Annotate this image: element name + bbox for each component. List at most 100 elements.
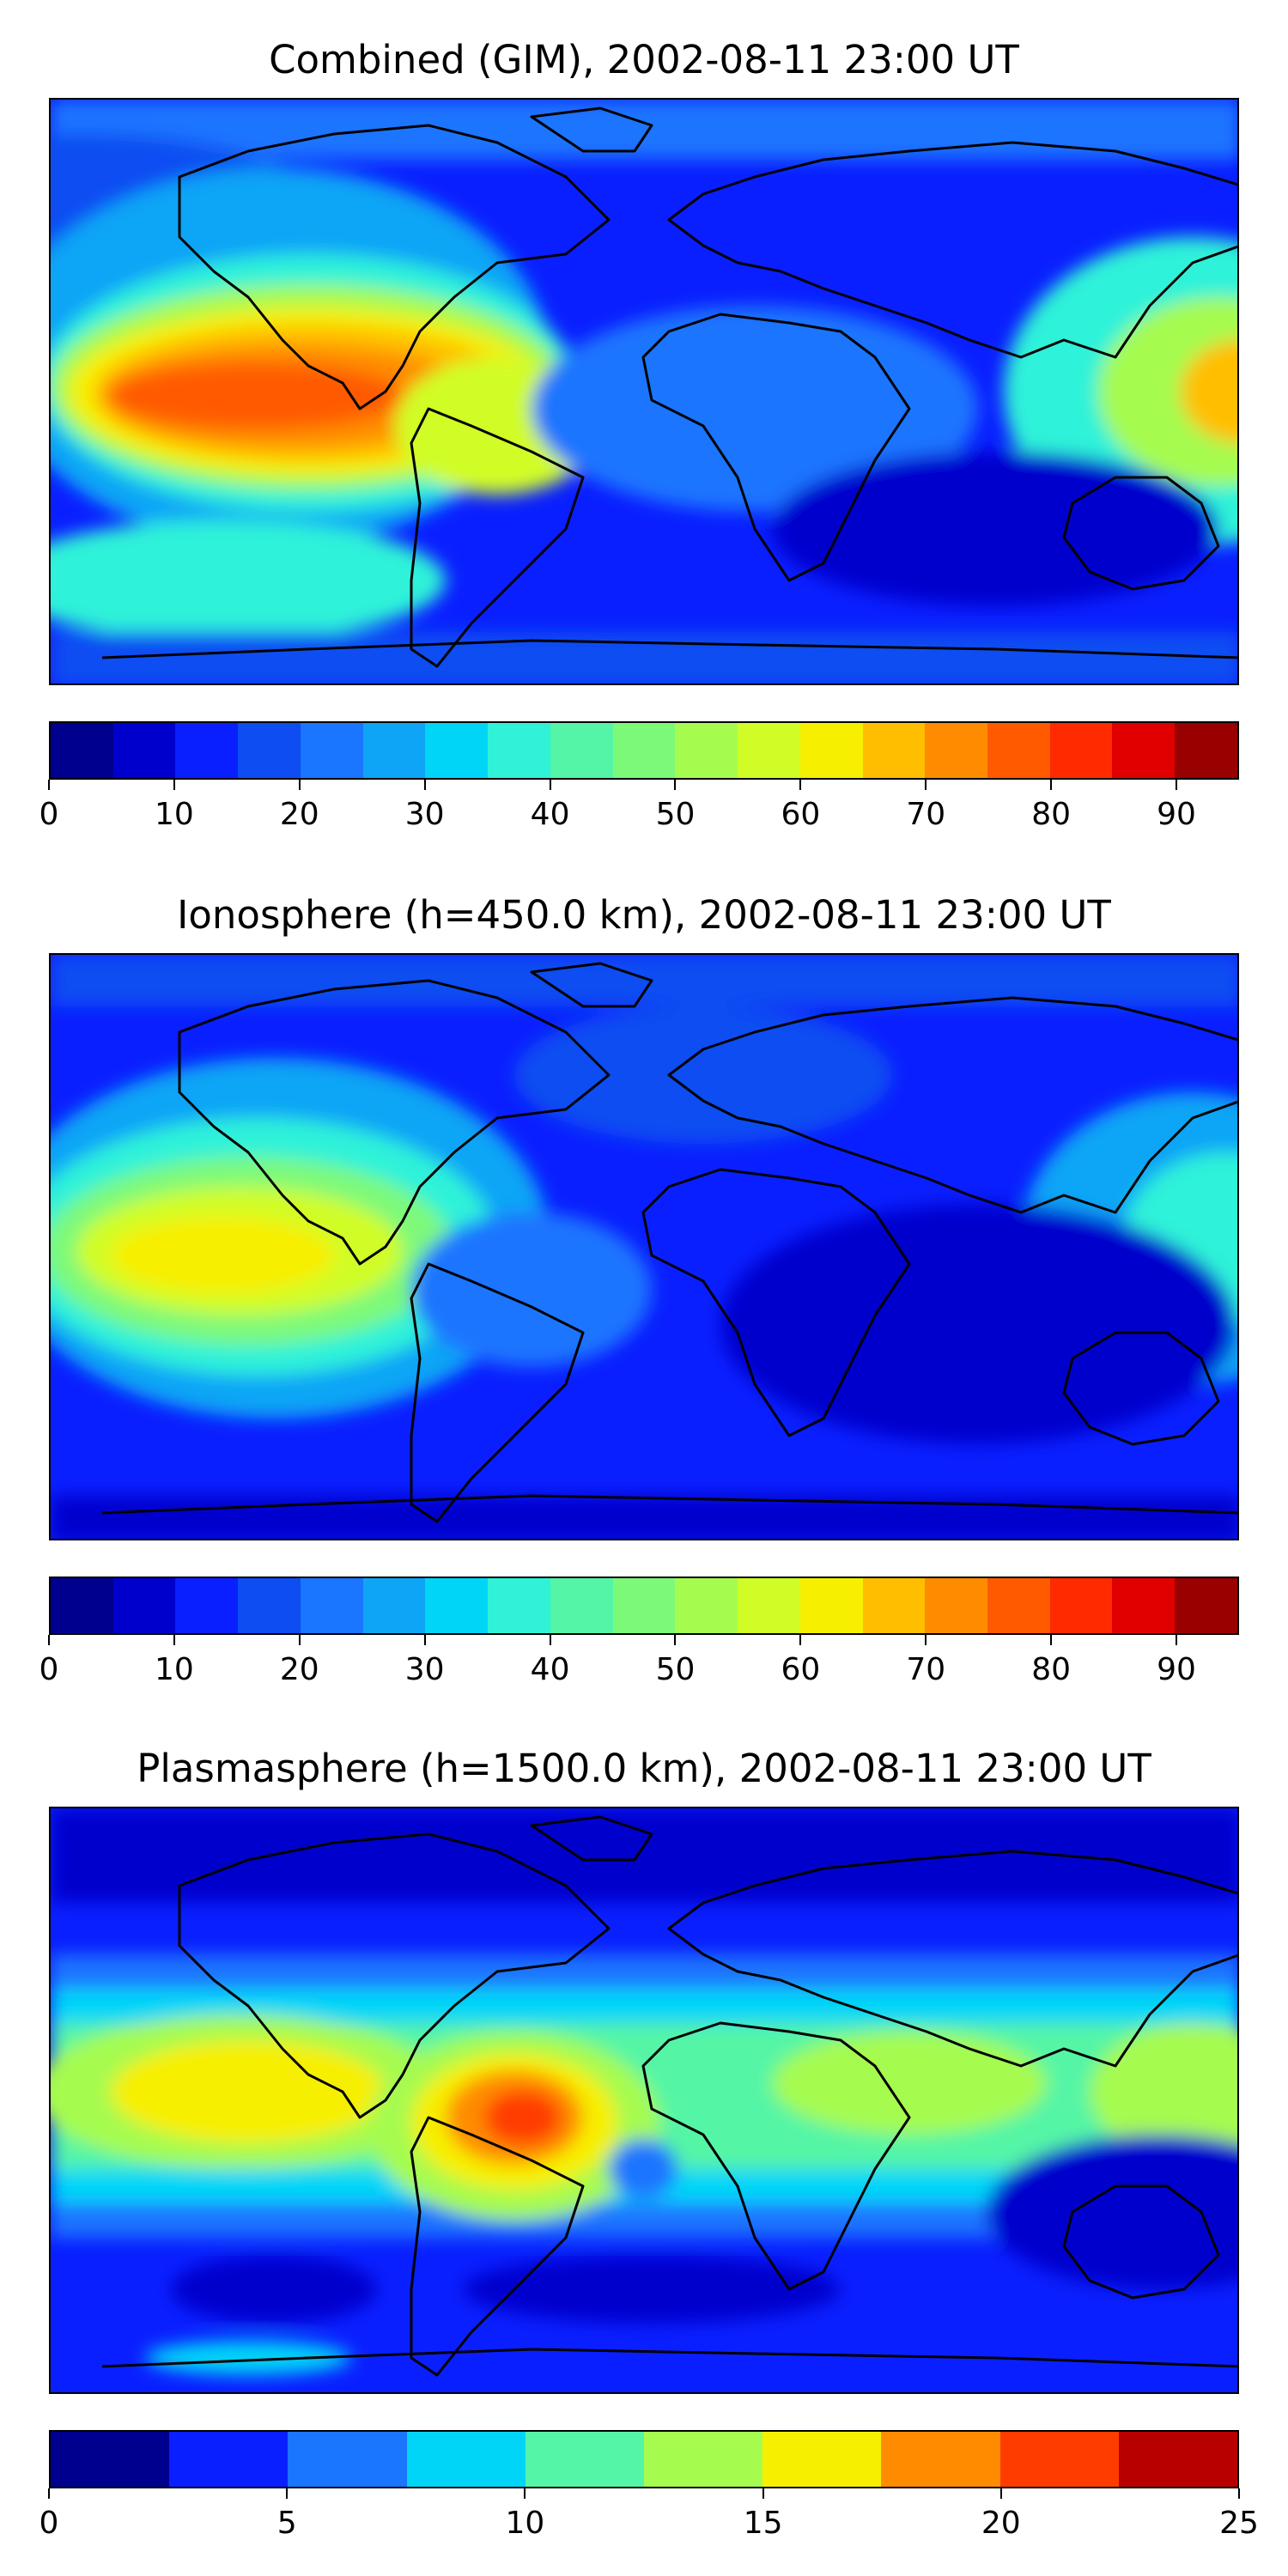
colorbar-tick-label: 30	[404, 797, 445, 832]
colorbar-segment	[1049, 723, 1113, 778]
field-wpac-mid	[1098, 297, 1237, 486]
colorbar-segment	[288, 2432, 407, 2487]
colorbar-tick-label: 40	[530, 1652, 570, 1687]
colorbar-tick-label: 25	[1219, 2506, 1259, 2541]
colorbar-ionosphere	[49, 1577, 1239, 1635]
panel-title-ionosphere: Ionosphere (h=450.0 km), 2002-08-11 23:0…	[177, 892, 1111, 938]
colorbar-segment	[300, 1578, 363, 1633]
colorbar-tick-label: 40	[530, 797, 570, 832]
colorbar-tick	[799, 1635, 802, 1645]
field-pacific-core	[111, 363, 403, 428]
colorbar-segment	[644, 2432, 763, 2487]
colorbar-tick	[173, 1635, 175, 1645]
field-south-band	[51, 632, 1237, 683]
map-ionosphere-svg	[51, 955, 1237, 1539]
colorbar-tick-label: 50	[655, 1652, 696, 1687]
field-wpac-core	[1181, 340, 1237, 443]
colorbar-segment	[238, 1578, 301, 1633]
colorbar-tick	[298, 780, 301, 790]
colorbar-tick-label: 15	[743, 2506, 783, 2541]
field-south-pacific	[51, 520, 446, 641]
colorbar-segment	[1112, 723, 1176, 778]
colorbar-segment	[612, 1578, 676, 1633]
field-pacific-core	[111, 1217, 334, 1294]
colorbar-segment	[1049, 1578, 1113, 1633]
colorbar-tick	[549, 780, 551, 790]
colorbar-segment	[175, 1578, 239, 1633]
coastlines	[101, 106, 1237, 668]
colorbar-tick-label: 80	[1031, 797, 1072, 832]
field-south-patch	[145, 2341, 351, 2375]
field-indian-low	[772, 452, 1218, 606]
colorbar-tick-label: 0	[39, 1652, 59, 1687]
colorbar-segment	[550, 723, 613, 778]
colorbar-segment	[238, 723, 301, 778]
colorbar-segment	[406, 2432, 526, 2487]
colorbar-tick	[925, 780, 927, 790]
colorbar-tick-label: 10	[505, 2506, 545, 2541]
field-samerica-tongue	[411, 1212, 652, 1367]
colorbar-segment	[550, 1578, 613, 1633]
colorbar-segment	[799, 1578, 863, 1633]
colorbar-tick-label: 60	[781, 797, 821, 832]
field-pacific-core	[111, 2040, 386, 2143]
colorbar-segment	[51, 2432, 170, 2487]
colorbar-plasmasphere	[49, 2430, 1239, 2488]
colorbar-segment	[862, 723, 926, 778]
colorbar-tick	[298, 1635, 301, 1645]
panel-title-combined: Combined (GIM), 2002-08-11 23:00 UT	[269, 37, 1019, 82]
map-combined	[49, 98, 1239, 685]
colorbar-tick	[1050, 1635, 1053, 1645]
colorbar-tick-label: 20	[279, 1652, 319, 1687]
colorbar-ticks-ionosphere: 0 10 20 30 40 50 60 70 80 90	[39, 1635, 1239, 1687]
colorbar-tick	[423, 780, 426, 790]
colorbar-tick	[1176, 1635, 1178, 1645]
colorbar-segment	[175, 723, 239, 778]
colorbar-tick	[549, 1635, 551, 1645]
colorbar-segment	[799, 723, 863, 778]
field-europe-blob	[514, 1006, 892, 1144]
colorbar-tick	[925, 1635, 927, 1645]
colorbar-segment	[999, 2432, 1119, 2487]
colorbar-tick-label: 90	[1157, 797, 1196, 832]
colorbar-tick-label: 80	[1031, 1652, 1072, 1687]
colorbar-tick	[674, 780, 677, 790]
colorbar-segment	[675, 1578, 738, 1633]
colorbar-segment	[987, 723, 1050, 778]
colorbar-segment	[169, 2432, 289, 2487]
colorbar-segment	[300, 723, 363, 778]
colorbar-tick	[999, 2488, 1002, 2499]
colorbar-segment	[1118, 2432, 1238, 2487]
colorbar-segment	[425, 723, 489, 778]
colorbar-segment	[525, 2432, 645, 2487]
colorbar-tick	[762, 2488, 764, 2499]
colorbar-segment	[1175, 723, 1237, 778]
map-plasmasphere	[49, 1807, 1239, 2394]
colorbar-tick-label: 60	[781, 1652, 821, 1687]
colorbar-segment	[862, 1578, 926, 1633]
colorbar-tick-label: 70	[906, 797, 946, 832]
colorbar-tick-label: 30	[404, 1652, 445, 1687]
colorbar-tick	[48, 1635, 50, 1645]
colorbar-combined	[49, 721, 1239, 780]
field-south-atlantic-low	[463, 2255, 841, 2324]
colorbar-tick	[524, 2488, 526, 2499]
colorbar-segment	[762, 2432, 882, 2487]
field-wpac-mid	[1090, 2023, 1237, 2160]
colorbar-segment	[925, 1578, 988, 1633]
colorbar-tick	[799, 780, 802, 790]
field-north-band	[51, 955, 1237, 1006]
colorbar-segment	[488, 723, 550, 778]
map-ionosphere	[49, 953, 1239, 1540]
colorbar-segment	[1112, 1578, 1176, 1633]
colorbar-tick	[674, 1635, 677, 1645]
colorbar-segment	[612, 723, 676, 778]
colorbar-tick	[286, 2488, 289, 2499]
colorbar-tick-label: 50	[655, 797, 696, 832]
colorbar-segment	[362, 723, 426, 778]
colorbar-tick	[423, 1635, 426, 1645]
colorbar-segment	[881, 2432, 1000, 2487]
colorbar-segment	[112, 723, 176, 778]
field-atlantic-low	[609, 2139, 677, 2199]
